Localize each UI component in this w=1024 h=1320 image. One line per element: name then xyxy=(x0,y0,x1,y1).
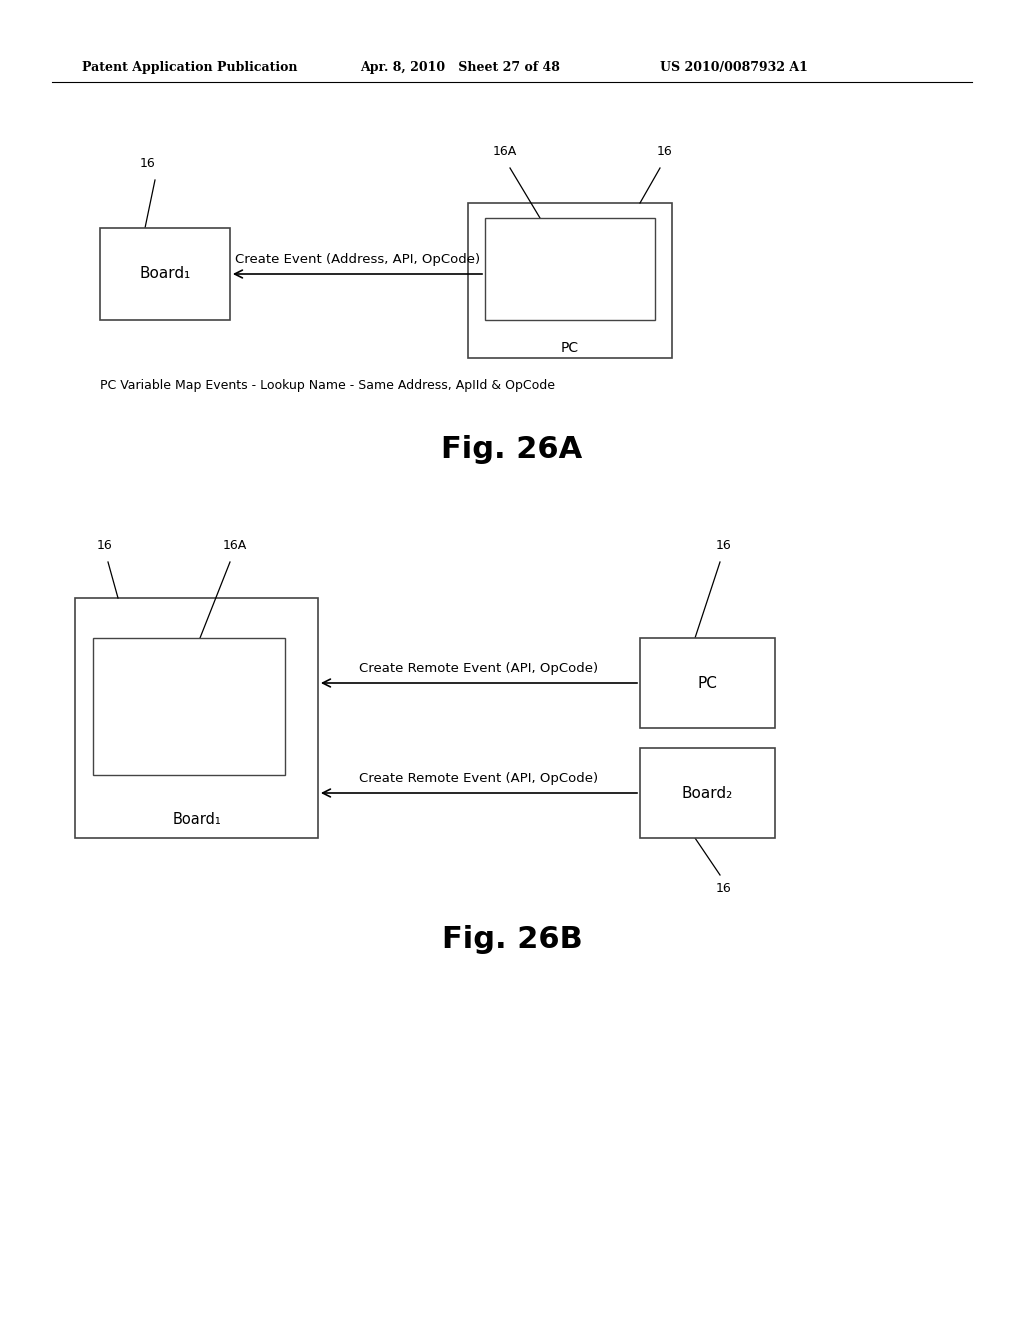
Text: PC: PC xyxy=(697,676,718,690)
Text: 16: 16 xyxy=(716,539,732,552)
Text: Patent Application Publication: Patent Application Publication xyxy=(82,62,298,74)
Text: Fig. 26B: Fig. 26B xyxy=(441,925,583,954)
Text: Board₁: Board₁ xyxy=(139,267,190,281)
Bar xyxy=(640,748,775,838)
Bar xyxy=(468,203,672,358)
Text: 16: 16 xyxy=(140,157,156,170)
Text: PC: PC xyxy=(561,341,579,355)
Bar xyxy=(100,228,230,319)
Text: 16: 16 xyxy=(97,539,113,552)
Text: Board₂: Board₂ xyxy=(682,785,733,800)
Bar xyxy=(75,598,318,838)
Text: Create Remote Event (API, OpCode): Create Remote Event (API, OpCode) xyxy=(359,772,599,785)
Text: Variable Map
(API, OpCode,
Address): Variable Map (API, OpCode, Address) xyxy=(141,680,237,733)
Text: Board₁: Board₁ xyxy=(172,813,221,828)
Text: 16: 16 xyxy=(657,145,673,158)
Text: Fig. 26A: Fig. 26A xyxy=(441,436,583,465)
Text: US 2010/0087932 A1: US 2010/0087932 A1 xyxy=(660,62,808,74)
Bar xyxy=(93,638,285,775)
Bar xyxy=(640,638,775,729)
Text: 16: 16 xyxy=(716,882,732,895)
Text: 16A: 16A xyxy=(493,145,517,158)
Text: Variable Map
(Name, Address): Variable Map (Name, Address) xyxy=(512,252,628,285)
Bar xyxy=(485,218,655,319)
Text: Create Remote Event (API, OpCode): Create Remote Event (API, OpCode) xyxy=(359,663,599,675)
Text: Create Event (Address, API, OpCode): Create Event (Address, API, OpCode) xyxy=(234,253,480,267)
Text: Apr. 8, 2010   Sheet 27 of 48: Apr. 8, 2010 Sheet 27 of 48 xyxy=(360,62,560,74)
Text: PC Variable Map Events - Lookup Name - Same Address, ApIId & OpCode: PC Variable Map Events - Lookup Name - S… xyxy=(100,379,555,392)
Text: 16A: 16A xyxy=(223,539,247,552)
